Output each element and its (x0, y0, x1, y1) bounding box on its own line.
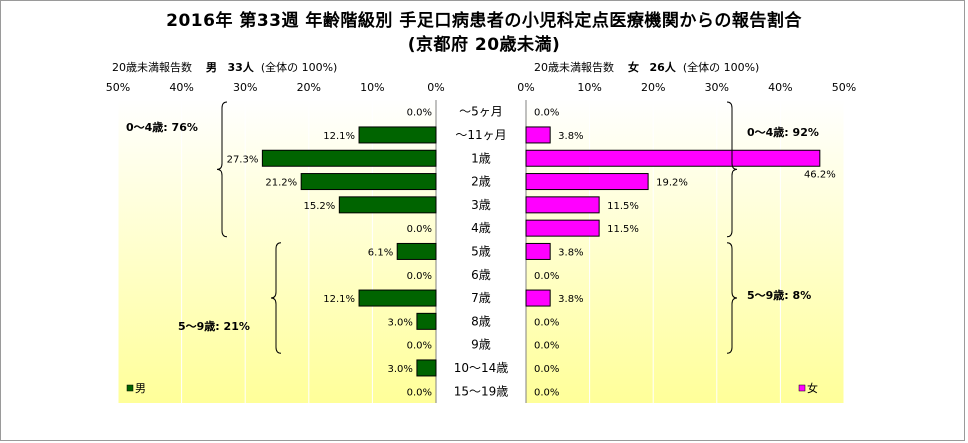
male-data-label: 0.0% (407, 108, 432, 119)
female-data-label: 0.0% (534, 271, 559, 282)
male-5-9-annotation: 5～9歳: 21% (178, 319, 250, 333)
female-bar (525, 219, 600, 237)
female-data-label: 0.0% (534, 108, 559, 119)
female-header-prefix: 20歳未満報告数 (534, 61, 614, 74)
male-header-prefix: 20歳未満報告数 (112, 61, 192, 74)
female-legend-label: 女 (807, 381, 818, 395)
female-data-label: 11.5% (607, 201, 639, 212)
male-data-label: 0.0% (407, 387, 432, 398)
male-bar (338, 196, 437, 214)
male-bar (358, 289, 437, 307)
age-category-label: 15～19歳 (454, 384, 509, 398)
male-data-label: 6.1% (368, 247, 393, 258)
age-category-label: 4歳 (471, 221, 491, 235)
male-header-sex: 男 (206, 61, 217, 74)
age-category-label: 7歳 (471, 291, 491, 305)
female-data-label: 11.5% (607, 224, 639, 235)
male-axis-tick: 0% (427, 81, 444, 94)
male-data-label: 12.1% (323, 294, 355, 305)
age-category-label: 5歳 (471, 244, 491, 258)
female-axis-tick: 0% (517, 81, 534, 94)
female-legend-swatch (798, 384, 806, 392)
female-data-label: 3.8% (558, 247, 583, 258)
age-category-label: 3歳 (471, 198, 491, 212)
male-header-note: (全体の 100%) (260, 61, 338, 74)
male-legend-swatch (126, 384, 134, 392)
male-data-label: 12.1% (323, 131, 355, 142)
female-data-label: 46.2% (804, 169, 836, 180)
female-data-label: 0.0% (534, 364, 559, 375)
male-data-label: 0.0% (407, 271, 432, 282)
female-5-9-brace (726, 242, 738, 354)
female-0-4-annotation: 0～4歳: 92% (747, 125, 819, 139)
male-bar (396, 242, 437, 260)
female-data-label: 0.0% (534, 387, 559, 398)
age-category-label: 10～14歳 (454, 361, 509, 375)
female-bar (525, 126, 551, 144)
female-axis-tick: 10% (577, 81, 601, 94)
male-header-count: 33人 (227, 61, 254, 74)
male-axis-tick: 50% (106, 81, 130, 94)
age-category-label: 2歳 (471, 175, 491, 189)
chart-subtitle: (京都府 20歳未満) (407, 35, 561, 55)
male-bar (358, 126, 437, 144)
male-bar (416, 359, 437, 377)
female-data-label: 0.0% (534, 341, 559, 352)
male-header: 20歳未満報告数 男 33人 (全体の 100%) (112, 59, 337, 75)
female-data-label: 19.2% (656, 178, 688, 189)
male-5-9-brace (270, 242, 282, 354)
male-0-4-annotation: 0～4歳: 76% (126, 120, 198, 134)
age-category-label: 6歳 (471, 268, 491, 282)
female-data-label: 0.0% (534, 317, 559, 328)
age-category-label: ～11ヶ月 (455, 128, 506, 142)
male-data-label: 15.2% (304, 201, 336, 212)
male-data-label: 3.0% (388, 317, 413, 328)
female-header-sex: 女 (628, 61, 639, 74)
female-axis-tick: 40% (768, 81, 792, 94)
female-data-label: 3.8% (558, 294, 583, 305)
male-data-label: 27.3% (227, 154, 259, 165)
female-0-4-brace (726, 101, 738, 238)
male-data-label: 0.0% (407, 341, 432, 352)
chart-title: 2016年 第33週 年齢階級別 手足口病患者の小児科定点医療機関からの報告割合 (166, 11, 802, 31)
male-axis-tick: 40% (169, 81, 193, 94)
female-bar (525, 173, 649, 191)
female-axis-tick: 30% (705, 81, 729, 94)
female-data-label: 3.8% (558, 131, 583, 142)
female-header-note: (全体の 100%) (682, 61, 760, 74)
male-data-label: 3.0% (388, 364, 413, 375)
male-axis-tick: 30% (233, 81, 257, 94)
male-bar (416, 312, 437, 330)
male-axis-tick: 20% (297, 81, 321, 94)
female-5-9-annotation: 5～9歳: 8% (747, 288, 811, 302)
female-axis-tick: 50% (832, 81, 856, 94)
age-category-label: 8歳 (471, 314, 491, 328)
male-bar (261, 149, 437, 167)
age-category-label: ～5ヶ月 (459, 105, 503, 119)
female-bar (525, 149, 821, 167)
female-bar (525, 196, 600, 214)
female-bar (525, 242, 551, 260)
age-category-label: 1歳 (471, 151, 491, 165)
female-header: 20歳未満報告数 女 26人 (全体の 100%) (534, 59, 759, 75)
male-data-label: 21.2% (265, 178, 297, 189)
male-0-4-brace (216, 101, 228, 238)
male-axis-tick: 10% (360, 81, 384, 94)
male-data-label: 0.0% (407, 224, 432, 235)
female-axis-tick: 20% (641, 81, 665, 94)
male-legend-label: 男 (135, 382, 146, 395)
female-header-count: 26人 (649, 61, 676, 74)
male-bar (300, 173, 437, 191)
female-bar (525, 289, 551, 307)
age-category-label: 9歳 (471, 338, 491, 352)
